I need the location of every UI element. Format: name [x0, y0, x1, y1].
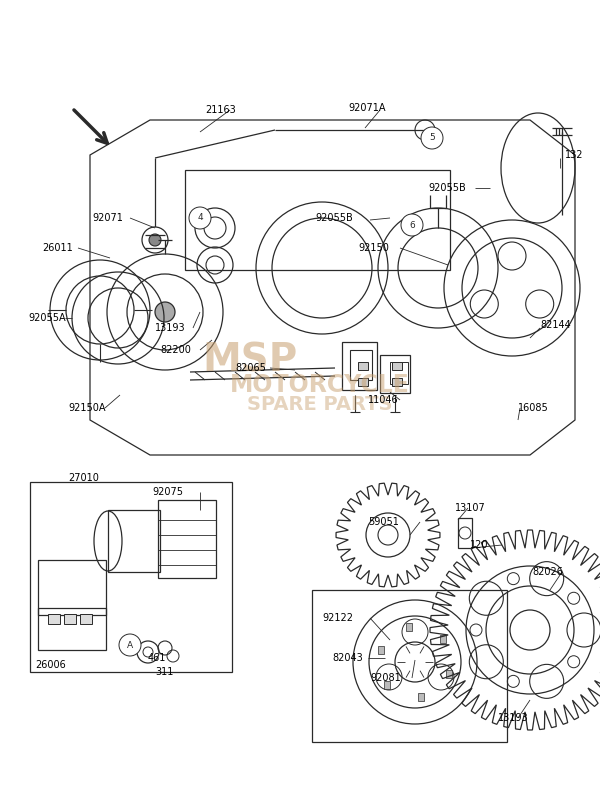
Text: 13193: 13193 — [155, 323, 185, 333]
Bar — [390, 362, 408, 384]
Circle shape — [149, 234, 161, 246]
Text: 13107: 13107 — [455, 503, 486, 513]
Bar — [446, 670, 452, 678]
Text: 27010: 27010 — [68, 473, 99, 483]
Bar — [158, 500, 216, 578]
Bar — [350, 350, 372, 380]
Text: 92071: 92071 — [92, 213, 123, 223]
Bar — [385, 681, 391, 689]
Text: 92071A: 92071A — [348, 103, 386, 113]
Text: 311: 311 — [155, 667, 173, 677]
Text: 92055B: 92055B — [315, 213, 353, 223]
Text: 132: 132 — [565, 150, 583, 160]
Text: 21163: 21163 — [205, 105, 236, 115]
Bar — [48, 614, 60, 624]
Text: 92081: 92081 — [370, 673, 401, 683]
Text: 16085: 16085 — [518, 403, 549, 413]
Text: 11046: 11046 — [368, 395, 398, 405]
Text: MOTORCYCLE: MOTORCYCLE — [230, 373, 410, 397]
Text: A: A — [127, 641, 133, 649]
Circle shape — [142, 227, 168, 253]
Bar — [312, 590, 507, 742]
Bar — [406, 623, 412, 630]
Bar — [38, 608, 106, 650]
Text: 82065: 82065 — [235, 363, 266, 373]
Bar — [108, 510, 160, 572]
Text: 6: 6 — [409, 221, 415, 229]
Text: 461: 461 — [148, 653, 166, 663]
Text: 82144: 82144 — [540, 320, 571, 330]
Text: 26011: 26011 — [42, 243, 73, 253]
Text: 120: 120 — [470, 540, 488, 550]
Circle shape — [189, 207, 211, 229]
Text: SPARE PARTS: SPARE PARTS — [247, 396, 393, 414]
Text: 4: 4 — [197, 214, 203, 222]
Bar — [185, 170, 450, 270]
Text: 26006: 26006 — [35, 660, 66, 670]
Text: MSP: MSP — [202, 341, 298, 379]
Text: 59051: 59051 — [368, 517, 399, 527]
Text: 92122: 92122 — [322, 613, 353, 623]
Text: 92150A: 92150A — [68, 403, 106, 413]
Text: 92055A: 92055A — [28, 313, 65, 323]
Bar — [440, 635, 446, 643]
Circle shape — [119, 634, 141, 656]
Bar — [64, 614, 76, 624]
Text: 5: 5 — [429, 133, 435, 143]
Text: 92150: 92150 — [358, 243, 389, 253]
Text: 82043: 82043 — [332, 653, 363, 663]
Circle shape — [155, 302, 175, 322]
Bar — [392, 378, 402, 386]
Bar — [358, 378, 368, 386]
Circle shape — [401, 214, 423, 236]
Text: 82026: 82026 — [532, 567, 563, 577]
Bar — [80, 614, 92, 624]
Bar — [378, 646, 384, 654]
Bar — [380, 355, 410, 393]
Circle shape — [421, 127, 443, 149]
Bar — [458, 518, 472, 548]
Text: 13193: 13193 — [498, 713, 529, 723]
Bar — [358, 362, 368, 370]
Bar — [342, 342, 377, 390]
Bar — [418, 693, 424, 702]
Text: 92075: 92075 — [152, 487, 183, 497]
Bar — [38, 560, 106, 615]
Bar — [30, 482, 232, 672]
Text: 92055B: 92055B — [428, 183, 466, 193]
Text: 82200: 82200 — [160, 345, 191, 355]
Bar — [392, 362, 402, 370]
